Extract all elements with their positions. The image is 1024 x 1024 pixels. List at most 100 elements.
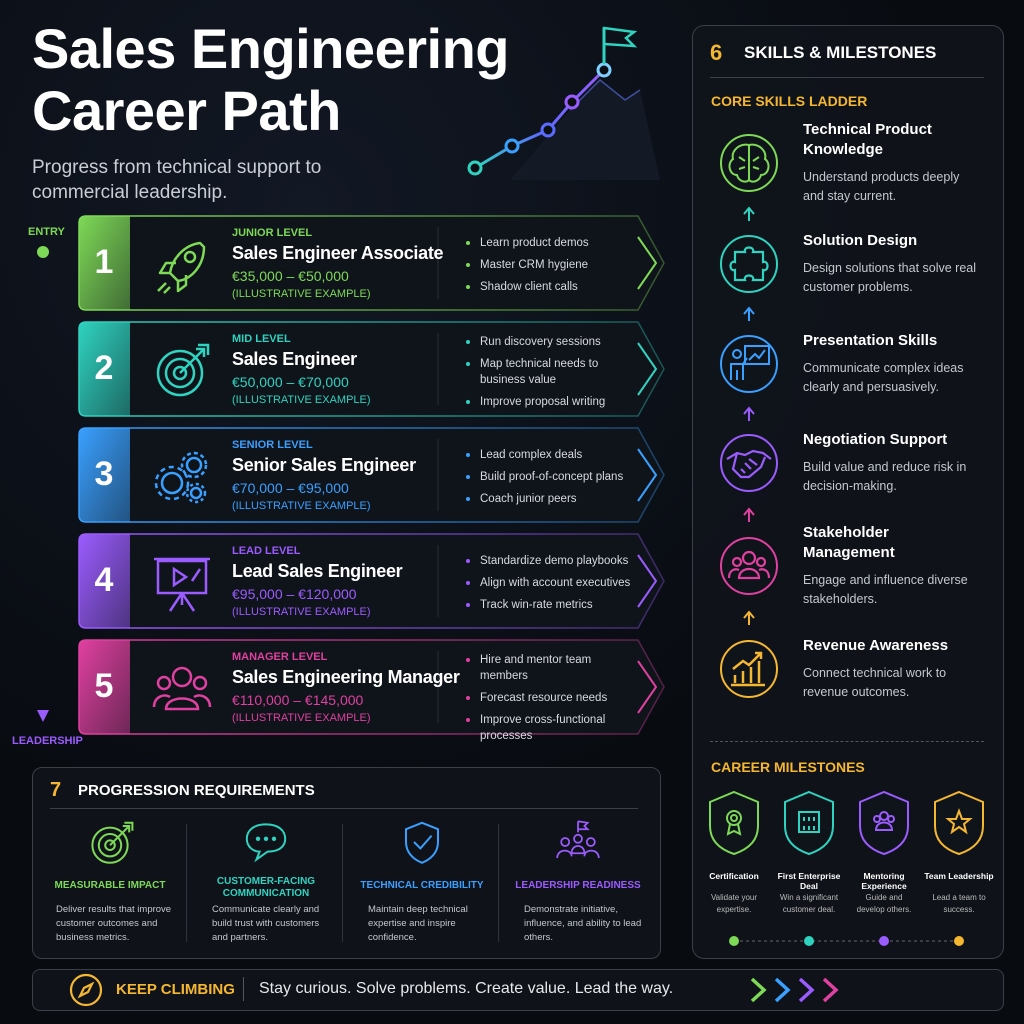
footer-bar xyxy=(32,969,1004,1011)
icon-part xyxy=(727,568,771,579)
role: Sales Engineering Manager xyxy=(232,667,460,687)
icon-part xyxy=(79,640,130,734)
icon-part xyxy=(154,557,210,612)
salary-note: (ILLUSTRATIVE EXAMPLE) xyxy=(232,500,371,512)
icon-part xyxy=(79,534,130,628)
bullet: Standardize demo playbooks xyxy=(466,553,638,569)
bullet: Shadow client calls xyxy=(466,279,638,295)
milestone-badge xyxy=(859,790,909,856)
mountain-graphic xyxy=(467,26,660,180)
icon-part xyxy=(160,471,184,495)
icon-part xyxy=(37,710,49,722)
milestone-desc: Lead a team to success. xyxy=(932,893,986,914)
icon-part xyxy=(91,821,134,864)
level-number: 1 xyxy=(94,243,114,281)
icon-part xyxy=(91,821,134,864)
ladder-arrow xyxy=(743,609,755,625)
ladder-arrow xyxy=(743,306,755,321)
milestone-desc: Guide and develop others. xyxy=(856,893,912,914)
axis-end: LEADERSHIP xyxy=(12,735,83,747)
icon-part xyxy=(720,640,778,698)
skill-name: Presentation Skills xyxy=(803,332,938,349)
skill-name: Technical Product Knowledge xyxy=(803,121,932,158)
icon-part xyxy=(728,143,770,183)
bullet-list: Learn product demos Master CRM hygiene Sha… xyxy=(466,235,638,295)
bullet-list: Hire and mentor team members Forecast res… xyxy=(466,652,638,744)
icon-part xyxy=(245,823,287,863)
climb-dots xyxy=(467,62,612,176)
icon-part xyxy=(154,557,210,612)
skill-desc: Build value and reduce risk in decision-… xyxy=(803,460,967,493)
icon-part xyxy=(750,977,767,1003)
bullet-dot xyxy=(466,400,470,404)
level-number: 4 xyxy=(94,561,114,599)
req-icon xyxy=(91,821,134,864)
icon-part xyxy=(798,811,820,833)
bullet: Learn product demos xyxy=(466,235,638,251)
footer-icon xyxy=(69,973,103,1007)
footer-label: KEEP CLIMBING xyxy=(116,981,235,998)
icon-part xyxy=(152,666,212,711)
icon-part xyxy=(945,808,973,835)
bullet-text: Improve cross-functional processes xyxy=(480,714,606,742)
icon-part xyxy=(104,839,116,852)
requirements-panel xyxy=(32,767,661,959)
subtitle: Progress from technical support to comme… xyxy=(32,157,322,203)
icon-part xyxy=(168,568,202,612)
icon-part xyxy=(154,465,190,501)
role: Lead Sales Engineer xyxy=(232,561,403,581)
salary-note: (ILLUSTRATIVE EXAMPLE) xyxy=(232,606,371,618)
icon-part xyxy=(954,936,964,946)
ridge xyxy=(569,78,641,111)
level-label: JUNIOR LEVEL xyxy=(232,227,313,239)
req-desc: Communicate clearly and build trust with… xyxy=(212,904,320,943)
icon-part xyxy=(737,567,761,580)
icon-part xyxy=(803,817,815,830)
icon-part xyxy=(154,451,208,504)
icon-part xyxy=(69,973,103,1007)
milestone-name: Mentoring Experience xyxy=(861,871,907,891)
icon-part xyxy=(179,343,210,374)
icon-part xyxy=(564,94,580,110)
req-name: CUSTOMER-FACING COMMUNICATION xyxy=(216,876,316,899)
bullet-text: Master CRM hygiene xyxy=(480,259,589,271)
icon-part xyxy=(945,808,973,835)
skill-desc: Engage and influence diverse stakeholder… xyxy=(803,573,968,606)
skill-block: Stakeholder Management Engage and influen… xyxy=(803,516,983,616)
skill-name: Solution Design xyxy=(803,232,918,249)
bullet: Build proof-of-concept plans xyxy=(466,469,638,485)
bullet-text: Track win-rate metrics xyxy=(480,599,593,611)
skill-icon xyxy=(720,537,778,595)
bullet-dot xyxy=(466,581,470,585)
icon-part xyxy=(157,282,171,294)
milestone-badge xyxy=(709,790,759,856)
ladder-arrow xyxy=(743,405,755,421)
icon-part xyxy=(934,790,984,856)
bullet-text: Align with account executives xyxy=(480,577,631,589)
icon-part xyxy=(77,981,95,999)
bullet-dot xyxy=(466,603,470,607)
level-card xyxy=(78,321,665,417)
icon-part xyxy=(748,349,766,361)
icon-part xyxy=(560,837,571,847)
icon-part xyxy=(183,250,197,264)
icon-part xyxy=(405,821,440,864)
bullet-dot xyxy=(466,658,470,662)
skill-block: Negotiation Support Build value and reduc… xyxy=(803,413,983,513)
icon-part xyxy=(413,834,433,850)
bullet-text: Standardize demo playbooks xyxy=(480,555,629,567)
salary: €50,000 – €70,000 xyxy=(232,374,349,390)
title: Sales Engineering Career Path xyxy=(32,17,510,142)
bullet-dot xyxy=(466,285,470,289)
icon-part xyxy=(726,810,742,826)
path-axis xyxy=(37,246,49,722)
icon-part xyxy=(79,216,130,310)
icon-part xyxy=(637,660,658,714)
icon-part xyxy=(405,821,440,864)
icon-part xyxy=(720,235,778,293)
icon-part xyxy=(573,833,583,844)
icon-part xyxy=(709,790,759,856)
icon-part xyxy=(732,349,742,359)
icon-part xyxy=(540,122,556,138)
icon-part xyxy=(729,936,739,946)
